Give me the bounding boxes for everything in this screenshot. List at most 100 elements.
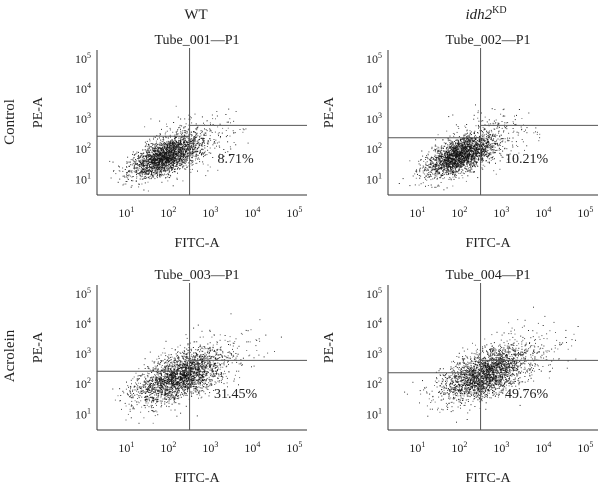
scatter-point: [234, 132, 236, 134]
scatter-point: [167, 174, 169, 175]
scatter-point: [426, 155, 428, 157]
scatter-point: [141, 169, 143, 171]
scatter-point: [184, 126, 186, 128]
scatter-point: [431, 170, 433, 171]
scatter-point: [159, 133, 161, 135]
scatter-point: [183, 142, 185, 143]
scatter-point: [455, 163, 457, 165]
scatter-point: [201, 142, 203, 144]
scatter-point: [512, 121, 514, 123]
x-tick-label: 105: [286, 205, 302, 220]
scatter-point: [197, 157, 199, 159]
scatter-point: [157, 157, 159, 159]
scatter-point: [454, 150, 456, 152]
scatter-point: [482, 164, 484, 166]
scatter-point: [474, 141, 476, 143]
scatter-point: [180, 155, 182, 157]
scatter-point: [193, 142, 195, 144]
scatter-point: [147, 148, 149, 150]
scatter-point: [142, 162, 144, 164]
scatter-point: [480, 153, 482, 155]
scatter-point: [150, 160, 152, 162]
scatter-point: [194, 151, 196, 153]
scatter-point: [180, 143, 182, 145]
scatter-point: [192, 160, 194, 162]
scatter-point: [141, 171, 143, 173]
scatter-point: [467, 167, 469, 169]
scatter-point: [177, 168, 178, 170]
scatter-point: [157, 158, 159, 160]
scatter-point: [165, 161, 167, 163]
scatter-point: [149, 161, 151, 163]
scatter-point: [208, 141, 210, 143]
scatter-point: [165, 169, 167, 171]
scatter-point: [149, 178, 151, 180]
scatter-point: [183, 132, 185, 134]
scatter-point: [471, 134, 472, 136]
scatter-point: [212, 124, 214, 125]
scatter-point: [152, 175, 154, 177]
scatter-point: [173, 157, 175, 159]
scatter-point: [438, 171, 439, 173]
scatter-point: [428, 166, 430, 168]
scatter-point: [153, 164, 155, 166]
scatter-point: [156, 177, 158, 179]
scatter-point: [151, 160, 153, 162]
scatter-point: [140, 176, 142, 178]
scatter-point: [194, 136, 195, 138]
scatter-point: [492, 140, 494, 141]
scatter-point: [472, 171, 474, 173]
scatter-point: [458, 160, 460, 162]
scatter-point: [140, 155, 142, 157]
scatter-point: [190, 141, 192, 143]
scatter-point: [191, 160, 193, 162]
scatter-point: [452, 142, 454, 144]
scatter-point: [167, 149, 169, 150]
scatter-point: [481, 151, 483, 153]
scatter-point: [466, 165, 468, 167]
scatter-point: [447, 163, 449, 165]
scatter-point: [471, 168, 473, 170]
scatter-point: [444, 151, 446, 153]
scatter-point: [215, 118, 216, 120]
scatter-point: [214, 131, 216, 133]
scatter-point: [434, 186, 436, 188]
scatter-point: [470, 159, 472, 161]
scatter-point: [157, 150, 159, 152]
scatter-point: [131, 180, 132, 181]
scatter-point: [156, 175, 158, 177]
scatter-point: [482, 143, 484, 145]
scatter-point: [446, 147, 448, 149]
scatter-point: [161, 160, 163, 162]
scatter-point: [469, 163, 471, 165]
scatter-point: [179, 140, 181, 142]
scatter-point: [483, 151, 485, 153]
scatter-point: [136, 170, 138, 172]
scatter-point: [174, 146, 176, 148]
scatter-point: [147, 173, 149, 175]
scatter-point: [499, 126, 500, 128]
scatter-point: [454, 154, 455, 156]
scatter-point: [157, 161, 159, 163]
scatter-point: [202, 152, 204, 154]
scatter-point: [455, 176, 457, 178]
scatter-point: [226, 135, 228, 136]
scatter-point: [210, 124, 211, 126]
scatter-point: [469, 146, 471, 147]
scatter-point: [454, 169, 456, 171]
scatter-point: [453, 150, 455, 152]
scatter-point: [513, 122, 514, 124]
scatter-point: [132, 159, 134, 161]
scatter-point: [451, 147, 453, 149]
scatter-point: [175, 143, 177, 145]
scatter-point: [170, 167, 172, 169]
scatter-point: [174, 160, 175, 162]
scatter-point: [181, 159, 183, 161]
scatter-point: [179, 159, 181, 161]
scatter-point: [477, 159, 479, 161]
scatter-point: [166, 157, 168, 159]
scatter-point: [235, 111, 237, 112]
scatter-point: [465, 148, 467, 150]
scatter-point: [150, 169, 152, 171]
scatter-point: [156, 153, 158, 155]
